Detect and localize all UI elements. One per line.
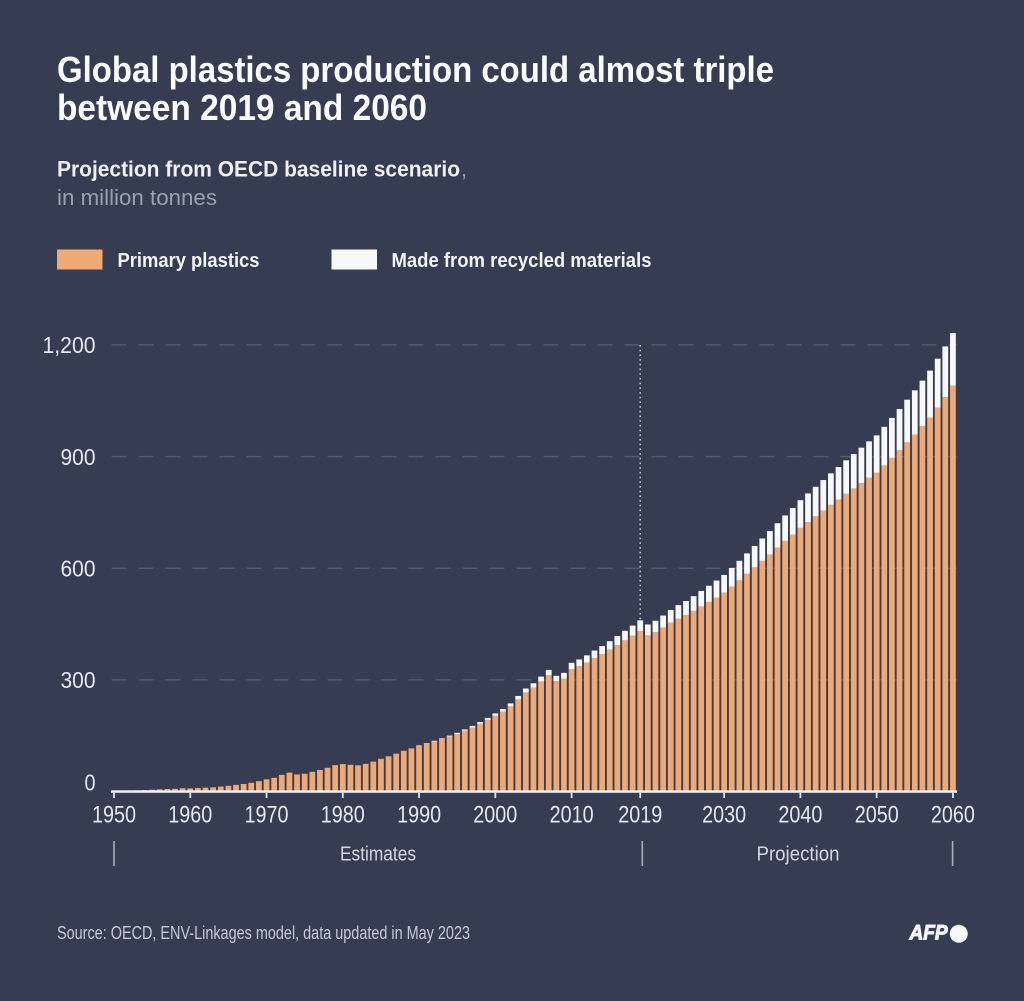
svg-text:Source: OECD, ENV-Linkages mod: Source: OECD, ENV-Linkages model, data u…	[57, 923, 470, 943]
svg-text:300: 300	[61, 667, 96, 693]
svg-text:2060: 2060	[931, 802, 975, 829]
svg-text:AFP: AFP	[909, 922, 949, 945]
svg-text:Global plastics production cou: Global plastics production could almost …	[57, 49, 774, 90]
svg-text:Made from recycled materials: Made from recycled materials	[392, 250, 652, 272]
svg-text:2030: 2030	[702, 802, 746, 829]
svg-text:in million tonnes: in million tonnes	[57, 185, 217, 210]
svg-text:2019: 2019	[618, 802, 662, 829]
svg-text:1980: 1980	[321, 802, 365, 829]
svg-text:1950: 1950	[92, 802, 136, 829]
svg-text:Projection from OECD baseline: Projection from OECD baseline scenario	[57, 157, 460, 182]
svg-text:Projection: Projection	[757, 844, 840, 866]
svg-text:Primary plastics: Primary plastics	[118, 250, 260, 272]
svg-text:1970: 1970	[245, 802, 289, 829]
svg-text:1,200: 1,200	[43, 332, 96, 358]
svg-text:900: 900	[61, 444, 96, 470]
svg-text:,: ,	[461, 157, 467, 182]
svg-text:2050: 2050	[855, 802, 899, 829]
svg-text:0: 0	[85, 770, 96, 796]
svg-text:Estimates: Estimates	[340, 844, 416, 866]
svg-text:1960: 1960	[168, 802, 212, 829]
svg-text:between 2019 and 2060: between 2019 and 2060	[57, 87, 427, 128]
svg-text:2010: 2010	[550, 802, 594, 829]
svg-text:2000: 2000	[473, 802, 517, 829]
svg-text:2040: 2040	[778, 802, 822, 829]
svg-text:1990: 1990	[397, 802, 441, 829]
svg-text:600: 600	[61, 556, 96, 582]
